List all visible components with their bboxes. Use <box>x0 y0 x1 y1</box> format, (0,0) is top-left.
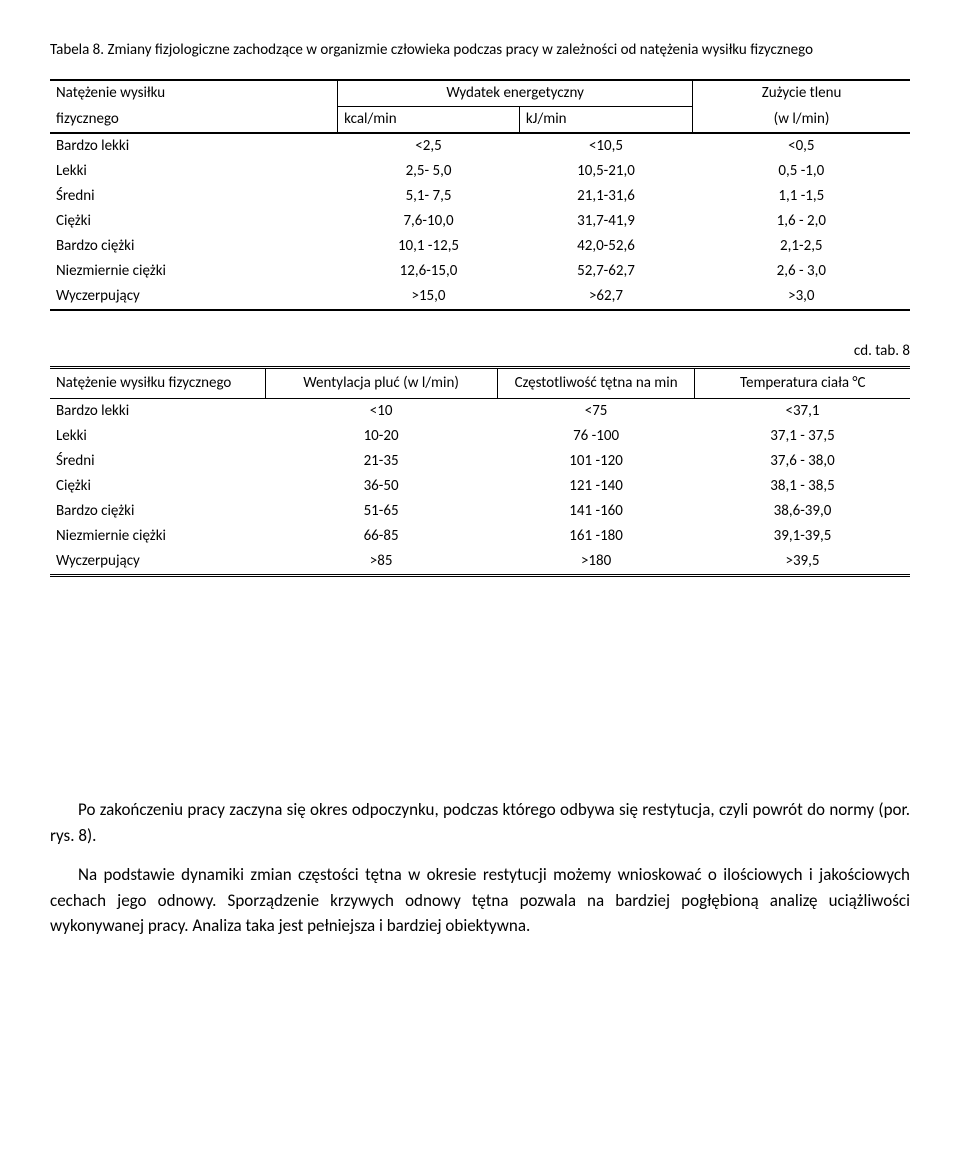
table-row: Bardzo lekki<10<75<37,1 <box>50 399 910 425</box>
table-row: Średni21-35101 -12037,6 - 38,0 <box>50 449 910 474</box>
row-label: Lekki <box>50 159 338 184</box>
row-label: Bardzo ciężki <box>50 499 265 524</box>
cell-kcal: 10,1 -12,5 <box>338 234 520 259</box>
table-2: Natężenie wysiłku fizycznego Wentylacja … <box>50 366 910 577</box>
t2-col2-header: Częstotliwość tętna na min <box>497 368 695 399</box>
cell-kcal: 5,1- 7,5 <box>338 184 520 209</box>
cell-o2: 2,6 - 3,0 <box>693 259 910 284</box>
cell-temp: 37,6 - 38,0 <box>695 449 910 474</box>
table-row: Średni5,1- 7,521,1-31,61,1 -1,5 <box>50 184 910 209</box>
table-row: Ciężki36-50121 -14038,1 - 38,5 <box>50 474 910 499</box>
cell-vent: 21-35 <box>265 449 497 474</box>
cell-temp: 39,1-39,5 <box>695 524 910 549</box>
cell-kj: 52,7-62,7 <box>519 259 692 284</box>
cell-kj: <10,5 <box>519 133 692 159</box>
cell-hr: <75 <box>497 399 695 425</box>
t2-col1-header: Wentylacja pluć (w l/min) <box>265 368 497 399</box>
cell-o2: 0,5 -1,0 <box>693 159 910 184</box>
paragraph-2: Na podstawie dynamiki zmian częstości tę… <box>50 862 910 939</box>
paragraph-1: Po zakończeniu pracy zaczyna się okres o… <box>50 797 910 848</box>
t1-kj-header: kJ/min <box>519 107 692 134</box>
row-label: Średni <box>50 449 265 474</box>
t1-energ-header: Wydatek energetyczny <box>338 80 693 107</box>
cell-vent: <10 <box>265 399 497 425</box>
table-row: Niezmiernie ciężki12,6-15,052,7-62,72,6 … <box>50 259 910 284</box>
row-label: Średni <box>50 184 338 209</box>
t1-col0-header-line2: fizycznego <box>50 107 338 134</box>
t2-col0-header: Natężenie wysiłku fizycznego <box>50 368 265 399</box>
cell-kj: 21,1-31,6 <box>519 184 692 209</box>
row-label: Bardzo lekki <box>50 399 265 425</box>
cell-kcal: 7,6-10,0 <box>338 209 520 234</box>
row-label: Niezmiernie ciężki <box>50 259 338 284</box>
cell-o2: 1,6 - 2,0 <box>693 209 910 234</box>
cell-o2: <0,5 <box>693 133 910 159</box>
cell-hr: 101 -120 <box>497 449 695 474</box>
cell-temp: >39,5 <box>695 549 910 576</box>
cell-o2: 2,1-2,5 <box>693 234 910 259</box>
table-row: Bardzo lekki<2,5<10,5<0,5 <box>50 133 910 159</box>
table-row: Wyczerpujący>15,0>62,7>3,0 <box>50 284 910 310</box>
table-row: Ciężki7,6-10,031,7-41,91,6 - 2,0 <box>50 209 910 234</box>
cell-kcal: 12,6-15,0 <box>338 259 520 284</box>
cell-vent: 51-65 <box>265 499 497 524</box>
table-row: Lekki2,5- 5,010,5-21,00,5 -1,0 <box>50 159 910 184</box>
cell-vent: >85 <box>265 549 497 576</box>
cell-hr: 161 -180 <box>497 524 695 549</box>
t1-col0-header-line1: Natężenie wysiłku <box>50 80 338 107</box>
row-label: Wyczerpujący <box>50 284 338 310</box>
table-row: Wyczerpujący>85>180>39,5 <box>50 549 910 576</box>
cell-o2: >3,0 <box>693 284 910 310</box>
row-label: Niezmiernie ciężki <box>50 524 265 549</box>
t1-zuz-header: Zużycie tlenu <box>693 80 910 107</box>
table-row: Lekki10-2076 -10037,1 - 37,5 <box>50 424 910 449</box>
table-row: Bardzo ciężki51-65141 -16038,6-39,0 <box>50 499 910 524</box>
cell-hr: 141 -160 <box>497 499 695 524</box>
cell-vent: 10-20 <box>265 424 497 449</box>
cell-temp: 38,6-39,0 <box>695 499 910 524</box>
t1-wl-header: (w l/min) <box>693 107 910 134</box>
row-label: Lekki <box>50 424 265 449</box>
cell-kj: 10,5-21,0 <box>519 159 692 184</box>
table-row: Bardzo ciężki10,1 -12,542,0-52,62,1-2,5 <box>50 234 910 259</box>
t2-col3-header: Temperatura ciała °C <box>695 368 910 399</box>
cell-kj: >62,7 <box>519 284 692 310</box>
cell-temp: 38,1 - 38,5 <box>695 474 910 499</box>
continuation-label: cd. tab. 8 <box>50 341 910 362</box>
table-caption: Tabela 8. Zmiany fizjologiczne zachodząc… <box>50 40 910 61</box>
row-label: Bardzo lekki <box>50 133 338 159</box>
cell-hr: 76 -100 <box>497 424 695 449</box>
t1-kcal-header: kcal/min <box>338 107 520 134</box>
row-label: Bardzo ciężki <box>50 234 338 259</box>
cell-kcal: >15,0 <box>338 284 520 310</box>
table-row: Niezmiernie ciężki66-85161 -18039,1-39,5 <box>50 524 910 549</box>
cell-o2: 1,1 -1,5 <box>693 184 910 209</box>
row-label: Wyczerpujący <box>50 549 265 576</box>
cell-hr: 121 -140 <box>497 474 695 499</box>
cell-hr: >180 <box>497 549 695 576</box>
cell-kj: 42,0-52,6 <box>519 234 692 259</box>
table-1: Natężenie wysiłku Wydatek energetyczny Z… <box>50 79 910 311</box>
row-label: Ciężki <box>50 474 265 499</box>
cell-vent: 66-85 <box>265 524 497 549</box>
row-label: Ciężki <box>50 209 338 234</box>
cell-temp: <37,1 <box>695 399 910 425</box>
cell-kj: 31,7-41,9 <box>519 209 692 234</box>
cell-kcal: 2,5- 5,0 <box>338 159 520 184</box>
cell-vent: 36-50 <box>265 474 497 499</box>
cell-temp: 37,1 - 37,5 <box>695 424 910 449</box>
cell-kcal: <2,5 <box>338 133 520 159</box>
